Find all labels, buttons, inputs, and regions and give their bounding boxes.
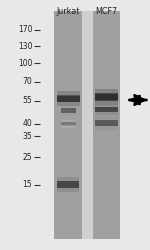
Bar	[57, 102, 80, 106]
Bar	[95, 100, 118, 105]
Text: 55: 55	[22, 96, 32, 105]
Bar	[95, 116, 118, 120]
Bar	[57, 188, 79, 192]
Bar	[57, 176, 79, 181]
Bar	[95, 93, 118, 101]
Bar	[61, 122, 76, 126]
Text: 15: 15	[23, 180, 32, 189]
Bar	[82, 11, 93, 239]
Text: 35: 35	[22, 132, 32, 141]
Text: Jurkat: Jurkat	[57, 7, 80, 16]
Bar	[95, 112, 118, 115]
Bar	[61, 112, 76, 115]
Bar	[95, 126, 118, 130]
Text: 40: 40	[22, 119, 32, 128]
Bar	[95, 107, 118, 112]
Text: 130: 130	[18, 42, 32, 51]
Text: 100: 100	[18, 58, 32, 68]
Text: 70: 70	[22, 78, 32, 86]
Text: 170: 170	[18, 26, 32, 35]
Bar	[95, 120, 118, 126]
Bar	[57, 92, 80, 96]
Bar	[61, 120, 76, 122]
Bar	[61, 106, 76, 108]
Bar	[57, 95, 80, 102]
Bar	[61, 126, 76, 128]
Bar	[54, 11, 120, 239]
Bar	[57, 181, 79, 188]
Bar	[95, 104, 118, 107]
Text: MCF7: MCF7	[95, 7, 118, 16]
Text: 25: 25	[23, 152, 32, 162]
Bar	[61, 108, 76, 113]
Bar	[95, 89, 118, 94]
